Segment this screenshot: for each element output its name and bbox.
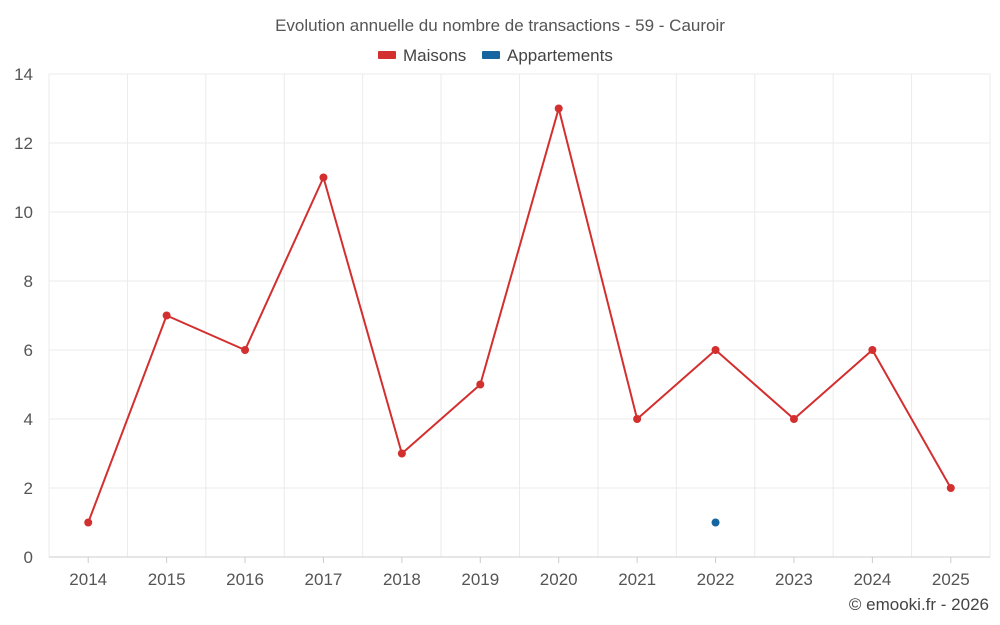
x-tick-label: 2022 bbox=[697, 570, 735, 589]
data-point-maisons[interactable] bbox=[241, 346, 250, 354]
data-point-maisons[interactable] bbox=[711, 346, 720, 354]
legend-swatch-appartements bbox=[482, 51, 500, 59]
data-point-maisons[interactable] bbox=[476, 380, 485, 389]
data-point-maisons[interactable] bbox=[319, 173, 328, 182]
axes: 0 2 4 6 8 10 12 14 2014 2015 2016 2017 2018 2019 2020 2… bbox=[14, 65, 990, 589]
grid bbox=[48, 73, 991, 558]
data-point-maisons[interactable] bbox=[397, 449, 406, 458]
x-tick-label: 2018 bbox=[383, 570, 421, 589]
series-line-maisons bbox=[87, 107, 952, 523]
chart-title: Evolution annuelle du nombre de transact… bbox=[275, 16, 725, 35]
legend-label-maisons[interactable]: Maisons bbox=[403, 46, 466, 65]
data-point-appartements[interactable] bbox=[711, 518, 720, 527]
data-point-maisons[interactable] bbox=[946, 484, 955, 492]
x-tick-label: 2024 bbox=[853, 570, 891, 589]
copyright-credit: © emooki.fr - 2026 bbox=[848, 595, 989, 614]
data-point-maisons[interactable] bbox=[789, 415, 798, 423]
data-point-maisons[interactable] bbox=[633, 415, 642, 423]
y-tick-label: 10 bbox=[14, 203, 33, 222]
series bbox=[84, 104, 955, 527]
x-tick-label: 2016 bbox=[226, 570, 264, 589]
y-tick-label: 12 bbox=[14, 134, 33, 153]
data-point-maisons[interactable] bbox=[84, 518, 93, 527]
legend-label-appartements[interactable]: Appartements bbox=[507, 46, 613, 65]
x-tick-label: 2023 bbox=[775, 570, 813, 589]
x-tick-label: 2014 bbox=[69, 570, 107, 589]
x-tick-label: 2017 bbox=[305, 570, 343, 589]
y-tick-label: 4 bbox=[24, 410, 33, 429]
legend: Maisons Appartements bbox=[378, 46, 613, 65]
data-point-maisons[interactable] bbox=[868, 346, 877, 354]
y-tick-label: 14 bbox=[14, 65, 33, 84]
y-tick-label: 2 bbox=[24, 479, 33, 498]
data-point-maisons[interactable] bbox=[162, 311, 171, 320]
y-tick-label: 6 bbox=[24, 341, 33, 360]
x-tick-label: 2020 bbox=[540, 570, 578, 589]
x-tick-label: 2025 bbox=[932, 570, 970, 589]
y-tick-label: 8 bbox=[24, 272, 33, 291]
data-point-maisons[interactable] bbox=[554, 104, 563, 113]
x-tick-label: 2021 bbox=[618, 570, 656, 589]
y-tick-label: 0 bbox=[24, 548, 33, 567]
legend-swatch-maisons bbox=[378, 51, 396, 59]
x-tick-label: 2015 bbox=[148, 570, 186, 589]
x-tick-label: 2019 bbox=[461, 570, 499, 589]
